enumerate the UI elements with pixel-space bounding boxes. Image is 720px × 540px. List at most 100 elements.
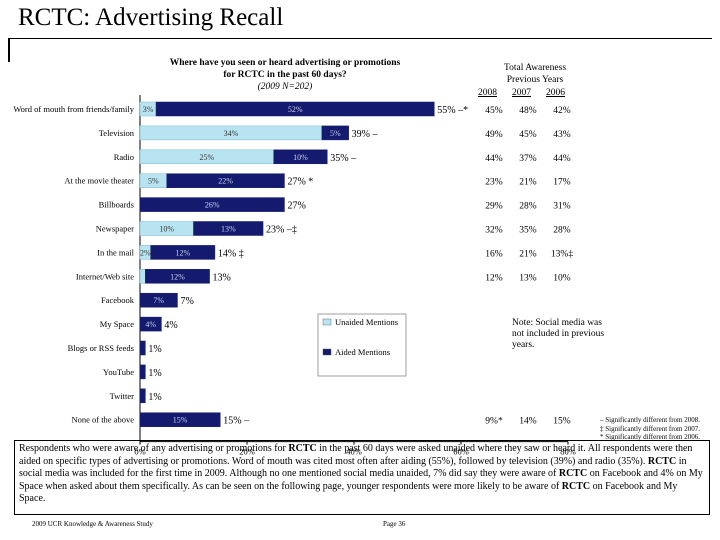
title-underline bbox=[8, 38, 712, 39]
aided-value-label: 26% bbox=[205, 201, 220, 210]
footnote-2007: ‡ Significantly different from 2007. bbox=[600, 424, 700, 433]
previous-year-value: 31% bbox=[553, 202, 571, 212]
previous-year-value: 28% bbox=[553, 226, 571, 236]
unaided-value-label: 3% bbox=[143, 105, 154, 114]
previous-year-value: 32% bbox=[485, 226, 503, 236]
previous-year-value: 48% bbox=[519, 106, 537, 116]
category-label: At the movie theater bbox=[64, 176, 134, 186]
legend-label: Unaided Mentions bbox=[335, 317, 398, 327]
total-value-label: 55% –* bbox=[437, 105, 468, 116]
total-value-label: 1% bbox=[148, 344, 161, 355]
year-header-2008: 2008 bbox=[478, 88, 497, 98]
legend-swatch bbox=[322, 348, 332, 356]
category-label: Radio bbox=[114, 152, 134, 162]
total-value-label: 23% –‡ bbox=[266, 225, 297, 236]
aided-bar bbox=[139, 340, 146, 356]
aided-value-label: 4% bbox=[145, 320, 156, 329]
previous-year-value: 44% bbox=[485, 154, 503, 164]
legend-label: Aided Mentions bbox=[335, 347, 390, 357]
aided-bar bbox=[166, 173, 285, 188]
social-media-note: Note: Social media was not included in p… bbox=[512, 318, 605, 350]
aided-value-label: 12% bbox=[175, 248, 190, 257]
previous-year-value: 45% bbox=[519, 130, 537, 140]
aided-bar bbox=[321, 125, 349, 141]
unaided-value-label: 5% bbox=[148, 177, 159, 186]
aided-bar bbox=[193, 221, 264, 236]
aided-bar bbox=[155, 101, 435, 117]
total-value-label: 35% – bbox=[330, 153, 357, 164]
category-label: Internet/Web site bbox=[76, 271, 134, 281]
aided-value-label: 5% bbox=[330, 129, 341, 138]
category-label: Facebook bbox=[101, 295, 135, 305]
aided-bar bbox=[139, 316, 162, 332]
total-awareness-line1: Total Awareness bbox=[503, 63, 567, 73]
chart-title-line1: Where have you seen or heard advertising… bbox=[169, 58, 401, 68]
category-label: Billboards bbox=[99, 200, 134, 210]
x-tick-label: 60% bbox=[453, 447, 469, 457]
aided-bar bbox=[273, 149, 328, 165]
aided-value-label: 52% bbox=[288, 105, 303, 114]
unaided-value-label: 34% bbox=[224, 129, 239, 138]
total-value-label: 4% bbox=[164, 320, 177, 331]
category-label: YouTube bbox=[103, 367, 134, 377]
total-value-label: 13% bbox=[213, 272, 231, 283]
previous-year-value: 16% bbox=[485, 249, 503, 259]
chart-subtitle: (2009 N=202) bbox=[257, 82, 313, 92]
previous-year-value: 17% bbox=[553, 178, 571, 188]
total-value-label: 1% bbox=[148, 392, 161, 403]
x-tick-label: 80% bbox=[560, 447, 576, 457]
aided-value-label: 12% bbox=[170, 272, 185, 281]
unaided-bar bbox=[139, 269, 146, 284]
title-left-rule bbox=[8, 38, 10, 62]
unaided-value-label: 10% bbox=[159, 225, 174, 234]
total-value-label: 1% bbox=[148, 368, 161, 379]
aided-bar bbox=[139, 292, 178, 308]
previous-year-value: 9%* bbox=[485, 417, 503, 427]
aided-bar bbox=[139, 364, 146, 380]
previous-year-value: 28% bbox=[519, 202, 537, 212]
year-header-2006: 2006 bbox=[546, 88, 565, 98]
aided-bar bbox=[139, 388, 146, 404]
aided-value-label: 22% bbox=[218, 177, 233, 186]
page-title: RCTC: Advertising Recall bbox=[18, 4, 284, 31]
aided-value-label: 10% bbox=[293, 153, 308, 162]
summary-paragraph: Respondents who were aware of any advert… bbox=[14, 440, 710, 515]
total-value-label: 27% * bbox=[287, 177, 313, 188]
chart-title-line2: for RCTC in the past 60 days? bbox=[223, 70, 347, 80]
aided-value-label: 7% bbox=[153, 296, 164, 305]
previous-year-value: 45% bbox=[485, 106, 503, 116]
total-value-label: 15% – bbox=[223, 416, 250, 427]
previous-year-value: 44% bbox=[553, 154, 571, 164]
category-label: In the mail bbox=[97, 247, 134, 257]
aided-bar bbox=[139, 197, 285, 212]
category-label: Word of mouth from friends/family bbox=[13, 104, 134, 114]
aided-value-label: 13% bbox=[221, 225, 236, 234]
footer-study-name: 2009 UCR Knowledge & Awareness Study bbox=[32, 520, 153, 528]
category-label: Newspaper bbox=[96, 224, 134, 234]
category-label: Twitter bbox=[110, 391, 135, 401]
previous-year-value: 35% bbox=[519, 226, 537, 236]
category-label: None of the above bbox=[71, 415, 134, 425]
total-awareness-heading: Total Awareness Previous Years bbox=[470, 62, 600, 86]
total-value-label: 14% ‡ bbox=[218, 248, 244, 259]
previous-year-value: 29% bbox=[485, 202, 503, 212]
footnote-2006: * Significantly different from 2006. bbox=[600, 433, 700, 441]
significance-footnotes: – Significantly different from 2008. ‡ S… bbox=[600, 416, 700, 442]
previous-year-value: 23% bbox=[485, 178, 503, 188]
footnote-2008: – Significantly different from 2008. bbox=[600, 416, 700, 424]
x-tick-label: 0% bbox=[134, 447, 145, 457]
previous-year-value: 49% bbox=[485, 130, 503, 140]
previous-year-value: 21% bbox=[519, 178, 537, 188]
aided-bar bbox=[150, 245, 216, 260]
year-header-2007: 2007 bbox=[512, 88, 531, 98]
previous-year-value: 13%‡ bbox=[551, 249, 573, 259]
total-value-label: 7% bbox=[180, 296, 193, 307]
category-label: Television bbox=[99, 128, 135, 138]
total-awareness-line2: Previous Years bbox=[506, 75, 564, 85]
previous-year-value: 10% bbox=[553, 273, 571, 283]
aided-bar bbox=[145, 269, 210, 284]
previous-year-value: 15% bbox=[553, 417, 571, 427]
previous-year-value: 42% bbox=[553, 106, 571, 116]
total-value-label: 39% – bbox=[352, 129, 379, 140]
